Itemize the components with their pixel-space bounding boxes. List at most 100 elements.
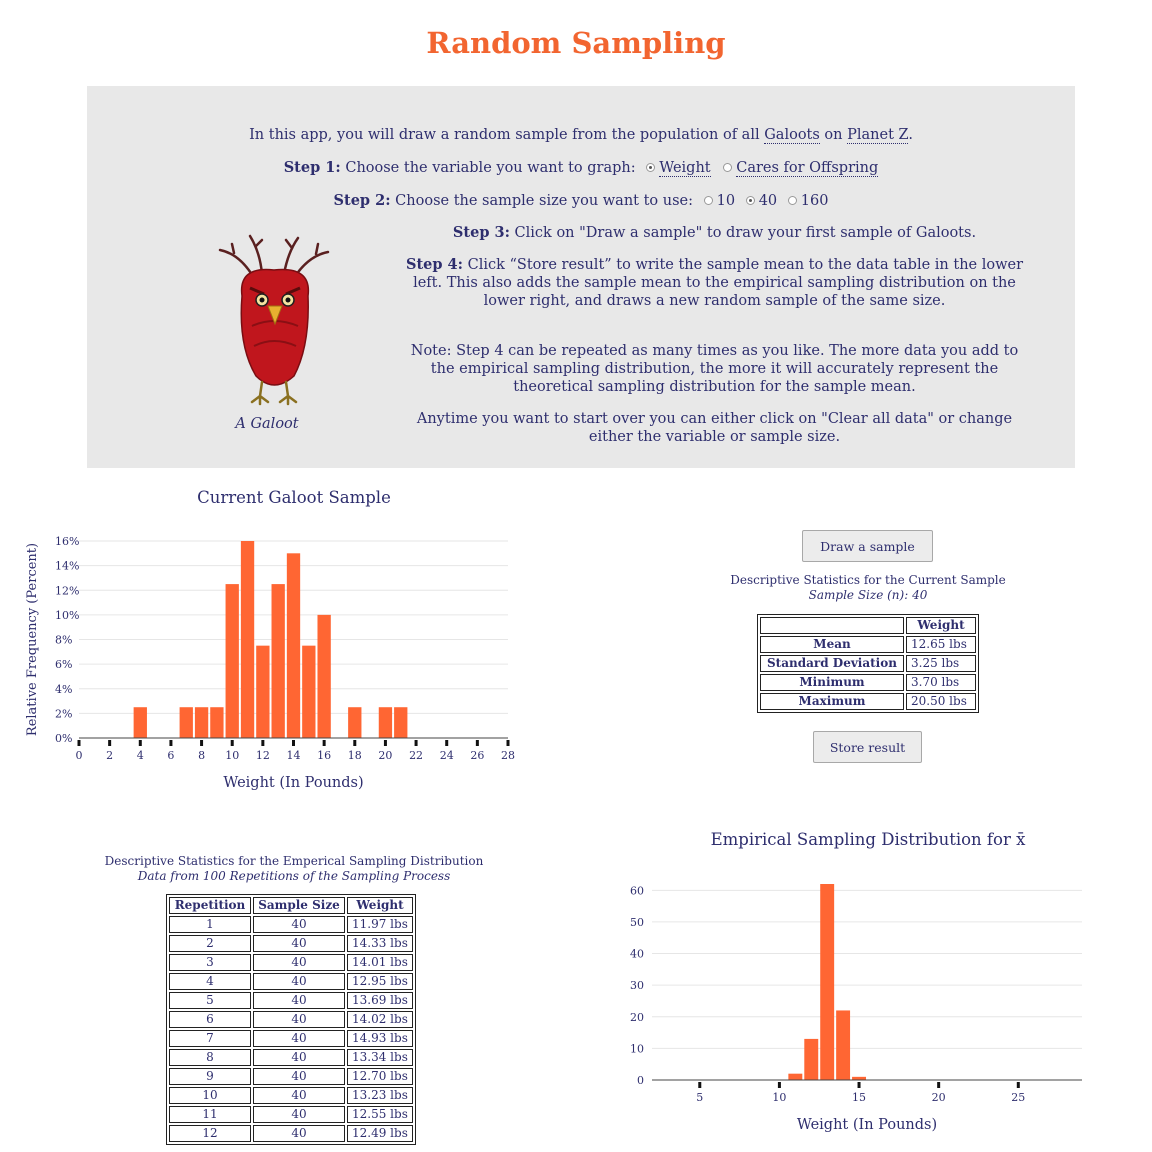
x-tick-label: 22 [409, 749, 423, 762]
table-row: Minimum 3.70 lbs [760, 674, 976, 691]
x-tick-label: 28 [501, 749, 515, 762]
repetition-cell: 12 [169, 1125, 251, 1142]
table-row: Maximum 20.50 lbs [760, 693, 976, 710]
x-tick-label: 14 [287, 749, 301, 762]
planet-z-link[interactable]: Planet Z [847, 127, 909, 144]
step3-line: Step 3: Click on "Draw a sample" to draw… [397, 224, 1032, 242]
x-tick [353, 740, 357, 746]
bar [852, 1076, 866, 1080]
y-tick-label: 10 [630, 1042, 644, 1055]
x-tick-label: 8 [198, 749, 205, 762]
radio-size-160[interactable] [787, 195, 797, 205]
x-tick-label: 2 [106, 749, 113, 762]
weight-cell: 13.34 lbs [347, 1049, 413, 1066]
weight-cell: 14.02 lbs [347, 1011, 413, 1028]
y-tick-label: 30 [630, 979, 644, 992]
x-tick-label: 20 [932, 1091, 946, 1104]
sample-size-cell: 40 [253, 1049, 345, 1066]
y-tick-label: 12% [55, 584, 79, 597]
table-header-row: Repetition Sample Size Weight [169, 897, 413, 914]
x-tick-label: 24 [440, 749, 454, 762]
x-tick [937, 1082, 941, 1088]
option-size-160[interactable]: 160 [800, 193, 829, 209]
y-tick-label: 0 [637, 1074, 644, 1087]
sample-histogram: 0%2%4%6%8%10%12%14%16%0 2 4 6 8 10 12 14 16 18 20 2… [25, 535, 515, 791]
empirical-stats-table: Repetition Sample Size Weight 1 40 11.97 l… [166, 894, 416, 1145]
repetition-cell: 6 [169, 1011, 251, 1028]
sample-size-cell: 40 [253, 1106, 345, 1123]
x-tick-label: 12 [256, 749, 270, 762]
table-row: 2 40 14.33 lbs [169, 935, 413, 952]
radio-size-40[interactable] [745, 195, 755, 205]
empirical-histogram: 0 10 20 30 40 50 60 5 10 15 20 25 Weight (In Pounds) [630, 884, 1082, 1133]
sample-size-cell: 40 [253, 954, 345, 971]
sample-size-cell: 40 [253, 1011, 345, 1028]
x-tick [200, 740, 204, 746]
galoots-link[interactable]: Galoots [764, 127, 820, 144]
y-tick-label: 8% [55, 634, 72, 647]
intro-text: on [819, 127, 848, 143]
weight-cell: 14.01 lbs [347, 954, 413, 971]
x-tick [777, 1082, 781, 1088]
option-size-40[interactable]: 40 [758, 193, 778, 209]
option-size-10[interactable]: 10 [716, 193, 736, 209]
y-tick-label: 4% [55, 683, 72, 696]
repetition-cell: 11 [169, 1106, 251, 1123]
x-tick-label: 5 [696, 1091, 703, 1104]
draw-sample-button[interactable]: Draw a sample [802, 530, 933, 562]
bar [133, 707, 147, 738]
intro-text: In this app, you will draw a random samp… [249, 127, 765, 143]
table-row: 3 40 14.01 lbs [169, 954, 413, 971]
x-tick [138, 740, 142, 746]
y-tick-label: 6% [55, 658, 72, 671]
x-tick-label: 15 [852, 1091, 866, 1104]
bar [394, 707, 408, 738]
current-stats-heading: Descriptive Statistics for the Current S… [692, 573, 1044, 603]
weight-cell: 14.33 lbs [347, 935, 413, 952]
x-tick [698, 1082, 702, 1088]
empirical-stats-heading: Descriptive Statistics for the Emperical… [60, 854, 528, 884]
galoot-illustration [218, 234, 330, 406]
x-tick-label: 25 [1011, 1091, 1025, 1104]
x-tick-label: 16 [317, 749, 331, 762]
x-tick [322, 740, 326, 746]
table-row: 6 40 14.02 lbs [169, 1011, 413, 1028]
x-tick [230, 740, 234, 746]
table-row: 9 40 12.70 lbs [169, 1068, 413, 1085]
option-weight[interactable]: Weight [659, 160, 711, 177]
sample-size-cell: 40 [253, 992, 345, 1009]
radio-size-10[interactable] [703, 195, 713, 205]
weight-cell: 12.95 lbs [347, 973, 413, 990]
page-title: Random Sampling [426, 26, 726, 60]
repetition-cell: 2 [169, 935, 251, 952]
step1-text: Choose the variable you want to graph: [340, 160, 641, 176]
option-cares-for-offspring[interactable]: Cares for Offspring [736, 160, 879, 177]
store-result-button[interactable]: Store result [813, 731, 922, 763]
step3-text: Click on "Draw a sample" to draw your fi… [509, 225, 977, 241]
y-tick-label: 2% [55, 707, 72, 720]
table-row: 11 40 12.55 lbs [169, 1106, 413, 1123]
galoot-caption: A Galoot [235, 416, 299, 432]
x-tick-label: 4 [137, 749, 144, 762]
y-tick-label: 16% [55, 535, 79, 548]
x-tick-label: 0 [76, 749, 83, 762]
intro-line: In this app, you will draw a random samp… [87, 126, 1075, 144]
y-tick-label: 50 [630, 916, 644, 929]
radio-weight[interactable] [646, 162, 656, 172]
bar [271, 584, 285, 738]
x-tick [77, 740, 81, 746]
x-tick [383, 740, 387, 746]
y-axis-label: Relative Frequency (Percent) [25, 543, 40, 736]
bar [302, 645, 316, 738]
bar [225, 584, 239, 738]
table-row: 10 40 13.23 lbs [169, 1087, 413, 1104]
x-tick-label: 10 [225, 749, 239, 762]
table-row: 5 40 13.69 lbs [169, 992, 413, 1009]
weight-cell: 11.97 lbs [347, 916, 413, 933]
bar [240, 541, 255, 738]
sample-size-cell: 40 [253, 1087, 345, 1104]
stat-label: Minimum [760, 674, 904, 691]
radio-cares-for-offspring[interactable] [723, 162, 733, 172]
bar [836, 1010, 851, 1080]
bar [194, 707, 209, 738]
